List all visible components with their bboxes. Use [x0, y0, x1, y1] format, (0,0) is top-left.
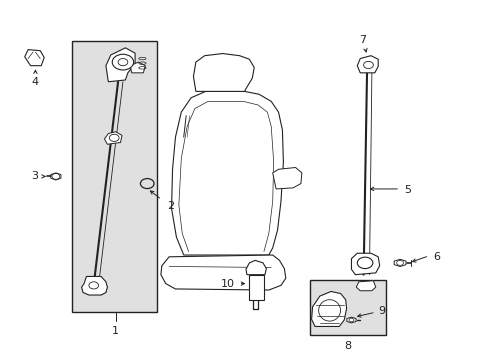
- Text: 9: 9: [377, 306, 385, 316]
- Bar: [249, 275, 264, 300]
- Text: 3: 3: [31, 171, 38, 181]
- Text: 2: 2: [166, 202, 173, 211]
- Polygon shape: [357, 56, 377, 73]
- Text: 6: 6: [432, 252, 439, 262]
- Text: 8: 8: [344, 342, 350, 351]
- Polygon shape: [106, 48, 135, 82]
- Polygon shape: [193, 54, 254, 91]
- Text: 4: 4: [32, 77, 39, 87]
- Polygon shape: [81, 276, 107, 295]
- Polygon shape: [351, 253, 379, 275]
- Polygon shape: [393, 259, 405, 266]
- Bar: [309, 280, 385, 336]
- Polygon shape: [104, 132, 122, 144]
- Polygon shape: [171, 91, 283, 255]
- Text: 10: 10: [220, 279, 234, 289]
- Circle shape: [112, 54, 133, 70]
- Polygon shape: [346, 317, 355, 323]
- Text: 1: 1: [112, 326, 119, 336]
- Polygon shape: [356, 281, 375, 291]
- Polygon shape: [51, 173, 61, 180]
- Polygon shape: [130, 62, 145, 73]
- Polygon shape: [311, 292, 346, 327]
- Polygon shape: [25, 50, 44, 66]
- Bar: [72, 41, 157, 312]
- Polygon shape: [272, 167, 301, 189]
- Polygon shape: [245, 260, 266, 275]
- Polygon shape: [161, 255, 285, 290]
- Text: 7: 7: [358, 35, 365, 45]
- Text: 5: 5: [403, 185, 410, 195]
